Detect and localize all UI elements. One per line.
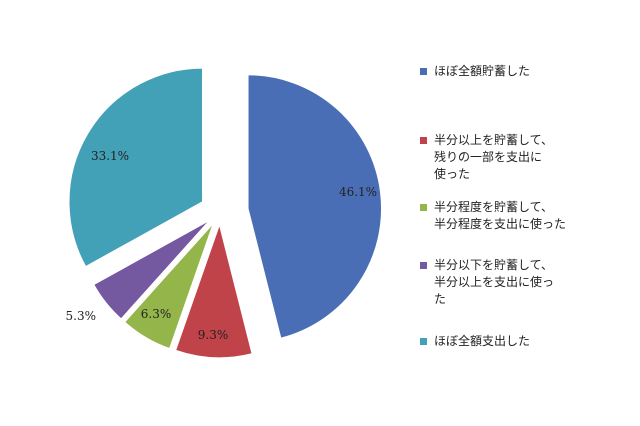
pie-slice-under-half-savings	[92, 218, 212, 321]
data-label-over-half-savings: 9.3%	[198, 328, 229, 342]
data-label-full-savings: 46.1%	[339, 185, 377, 199]
legend-label: 半分程度を貯蓄して、 半分程度を支出に使った	[434, 200, 567, 231]
pie-data-labels: 46.1% 9.3% 6.3% 5.3% 33.1%	[66, 149, 378, 342]
pie-slice-full-spending	[68, 67, 204, 268]
legend-swatch	[420, 137, 427, 144]
legend-swatch	[420, 68, 427, 75]
legend: ほぼ全額貯蓄した 半分以上を貯蓄して、 残りの一部を支出に 使った 半分程度を貯…	[420, 0, 635, 426]
pie-slice-full-savings	[247, 73, 383, 340]
legend-item-over-half-savings: 半分以上を貯蓄して、 残りの一部を支出に 使った	[420, 132, 635, 183]
data-label-under-half-savings: 5.3%	[66, 309, 97, 323]
pie-slice-over-half-savings	[174, 221, 254, 359]
legend-label: ほぼ全額貯蓄した	[434, 64, 531, 78]
legend-item-half-savings: 半分程度を貯蓄して、 半分程度を支出に使った	[420, 199, 635, 233]
legend-label: 半分以下を貯蓄して、 半分以上を支出に使っ た	[434, 258, 555, 306]
data-label-half-savings: 6.3%	[141, 307, 172, 321]
data-label-full-spending: 33.1%	[91, 149, 129, 163]
legend-label: ほぼ全額支出した	[434, 334, 531, 348]
legend-label: 半分以上を貯蓄して、 残りの一部を支出に 使った	[434, 133, 554, 181]
legend-swatch	[420, 262, 427, 269]
pie-slice-half-savings	[123, 221, 215, 350]
legend-item-under-half-savings: 半分以下を貯蓄して、 半分以上を支出に使っ た	[420, 257, 635, 308]
legend-swatch	[420, 204, 427, 211]
legend-item-full-savings: ほぼ全額貯蓄した	[420, 63, 635, 80]
legend-swatch	[420, 338, 427, 345]
legend-item-full-spending: ほぼ全額支出した	[420, 333, 635, 350]
pie-slices	[68, 67, 383, 359]
